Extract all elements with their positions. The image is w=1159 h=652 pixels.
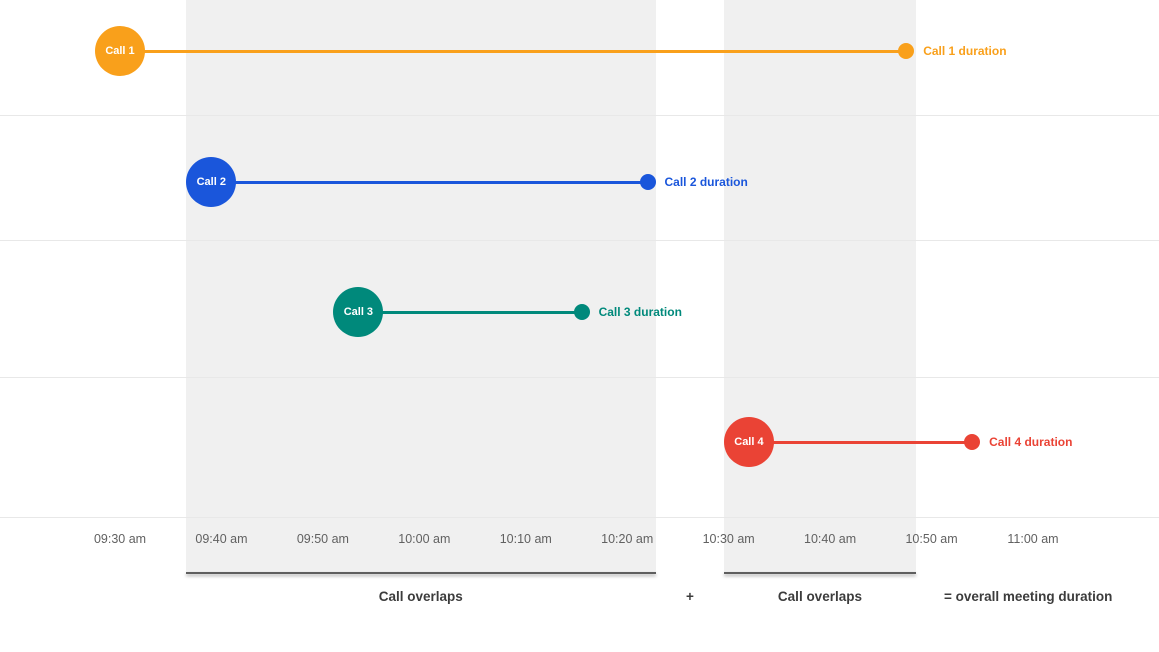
axis-tick-label: 10:00 am <box>398 532 451 546</box>
gridline <box>0 517 1159 518</box>
call-start-marker: Call 2 <box>186 157 237 207</box>
plus-sign: + <box>686 589 694 604</box>
axis-tick-label: 10:40 am <box>804 532 857 546</box>
call-duration-label: Call 3 duration <box>598 305 682 319</box>
call-duration-line <box>120 49 907 53</box>
call-duration-label: Call 4 duration <box>989 435 1073 449</box>
call-duration-line <box>211 180 648 184</box>
call-end-marker <box>639 174 656 190</box>
call-duration-label: Call 1 duration <box>923 44 1007 58</box>
gridline <box>0 240 1159 241</box>
overlap-band-label: Call overlaps <box>777 589 862 604</box>
overlap-underline <box>723 572 917 574</box>
overlap-band <box>185 0 656 573</box>
overall-duration-label: = overall meeting duration <box>944 589 1113 604</box>
gridline <box>0 115 1159 116</box>
call-end-marker <box>898 43 915 59</box>
axis-tick-label: 10:10 am <box>499 532 552 546</box>
axis-tick-label: 10:30 am <box>702 532 755 546</box>
call-duration-line <box>358 310 582 314</box>
axis-tick-label: 10:20 am <box>601 532 654 546</box>
axis-tick-label: 09:50 am <box>296 532 349 546</box>
overlap-underline <box>185 572 656 574</box>
call-start-marker: Call 4 <box>723 417 774 467</box>
call-start-marker: Call 1 <box>95 26 145 76</box>
gridline <box>0 377 1159 378</box>
overlap-band-label: Call overlaps <box>378 589 463 604</box>
call-duration-line <box>748 440 973 444</box>
axis-tick-label: 09:30 am <box>93 532 147 546</box>
axis-tick-label: 09:40 am <box>195 532 248 546</box>
overlap-band <box>723 0 917 573</box>
call-end-marker <box>964 434 981 450</box>
call-end-marker <box>573 304 590 320</box>
axis-tick-label: 10:50 am <box>905 532 958 546</box>
call-duration-label: Call 2 duration <box>664 175 748 189</box>
call-start-marker: Call 3 <box>333 287 384 337</box>
axis-tick-label: 11:00 am <box>1007 532 1059 546</box>
